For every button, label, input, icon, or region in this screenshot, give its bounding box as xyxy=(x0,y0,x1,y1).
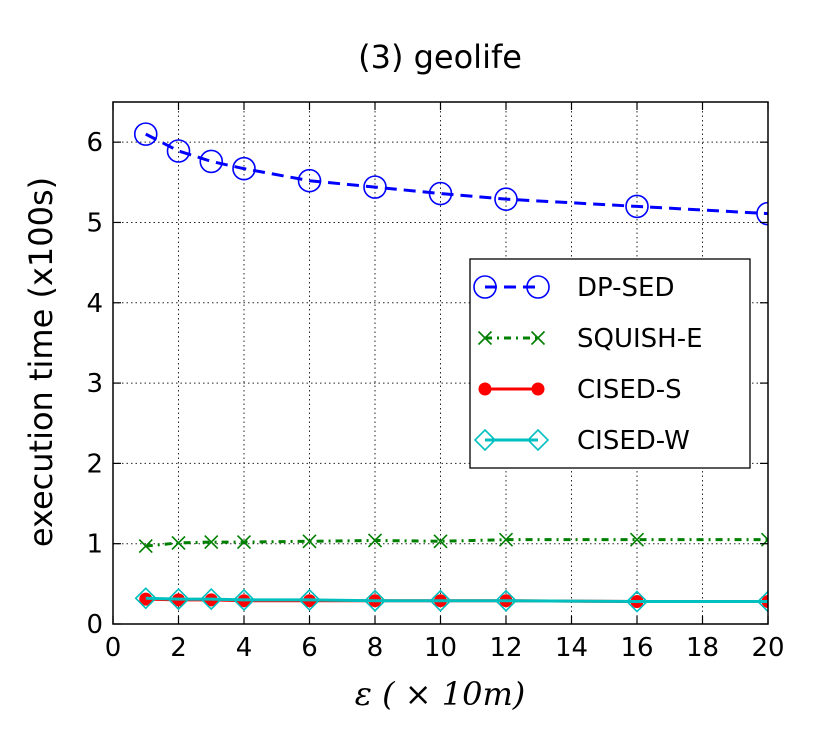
data-point-marker xyxy=(167,587,190,611)
x-tick-label: 18 xyxy=(686,633,719,663)
series-cised-w xyxy=(134,587,768,613)
series-layer xyxy=(133,122,768,613)
y-tick-label: 2 xyxy=(86,449,103,479)
x-tick-label: 0 xyxy=(105,633,122,663)
data-point-marker xyxy=(494,187,518,211)
legend-entry: DP-SED xyxy=(473,273,674,303)
data-point-marker xyxy=(297,168,322,193)
data-point-marker xyxy=(236,535,252,550)
legend-label: DP-SED xyxy=(577,273,674,303)
chart-title: (3) geolife xyxy=(358,38,522,76)
series-line xyxy=(145,132,768,216)
data-point-marker xyxy=(756,590,768,613)
y-axis-label: execution time (x100s) xyxy=(22,177,60,547)
x-tick-label: 4 xyxy=(236,633,253,663)
x-tick-label: 14 xyxy=(555,633,588,663)
data-point-marker xyxy=(756,201,768,226)
legend-entry: SQUISH-E xyxy=(477,324,703,354)
data-point-marker xyxy=(625,590,649,613)
series-squish-e xyxy=(138,532,768,554)
legend-label: CISED-W xyxy=(577,426,690,456)
x-axis-ticks: 0 2 4 6 8 10 12 14 16 18 20 xyxy=(105,102,785,663)
x-tick-label: 10 xyxy=(424,633,457,663)
x-tick-label: 20 xyxy=(751,633,784,663)
data-point-marker xyxy=(363,589,387,612)
data-point-marker xyxy=(302,534,317,549)
legend-entry: CISED-W xyxy=(473,426,690,456)
data-point-marker xyxy=(526,275,550,299)
x-tick-label: 16 xyxy=(620,633,653,663)
y-tick-label: 1 xyxy=(86,530,103,560)
y-tick-label: 5 xyxy=(86,208,103,238)
y-tick-label: 4 xyxy=(86,289,103,319)
data-point-marker xyxy=(473,428,497,452)
data-point-marker xyxy=(433,534,448,549)
data-point-marker xyxy=(526,428,550,452)
x-tick-label: 8 xyxy=(367,633,384,663)
data-point-marker xyxy=(629,532,645,547)
data-point-marker xyxy=(298,588,321,612)
legend-box xyxy=(469,258,751,469)
series-dp-sed xyxy=(133,122,768,226)
data-point-marker xyxy=(166,139,191,163)
data-point-marker xyxy=(199,149,224,174)
data-point-marker xyxy=(138,539,153,554)
data-point-marker xyxy=(625,194,649,219)
data-point-marker xyxy=(477,330,493,346)
x-axis-label: ε ( × 10m) xyxy=(355,675,526,713)
data-point-marker xyxy=(531,382,545,396)
data-point-marker xyxy=(133,122,158,146)
legend-label: CISED-S xyxy=(577,375,682,405)
x-tick-label: 12 xyxy=(489,633,522,663)
y-tick-label: 3 xyxy=(86,369,103,399)
legend: DP-SED SQUISH-E CISED-S CISED-W xyxy=(469,258,751,469)
y-tick-label: 0 xyxy=(86,610,103,640)
y-tick-label: 6 xyxy=(86,128,103,158)
series-line xyxy=(145,596,768,604)
data-point-marker xyxy=(204,535,219,550)
data-point-marker xyxy=(478,382,492,396)
data-point-marker xyxy=(494,589,518,612)
data-point-marker xyxy=(428,181,453,206)
legend-label: SQUISH-E xyxy=(577,324,703,354)
series-line xyxy=(145,538,768,548)
legend-entry: CISED-S xyxy=(478,375,682,405)
y-axis-ticks: 0 1 2 3 4 5 6 xyxy=(86,128,768,640)
data-point-marker xyxy=(363,175,387,199)
data-point-marker xyxy=(530,330,546,346)
data-point-marker xyxy=(232,156,256,181)
data-point-marker xyxy=(429,589,452,612)
data-point-marker xyxy=(367,533,383,548)
data-point-marker xyxy=(200,587,223,611)
data-point-marker xyxy=(498,532,514,547)
x-tick-label: 2 xyxy=(170,633,187,663)
data-point-marker xyxy=(171,535,186,550)
data-point-marker xyxy=(473,275,497,299)
data-point-marker xyxy=(134,587,157,610)
data-point-marker xyxy=(232,588,256,612)
x-tick-label: 6 xyxy=(301,633,318,663)
